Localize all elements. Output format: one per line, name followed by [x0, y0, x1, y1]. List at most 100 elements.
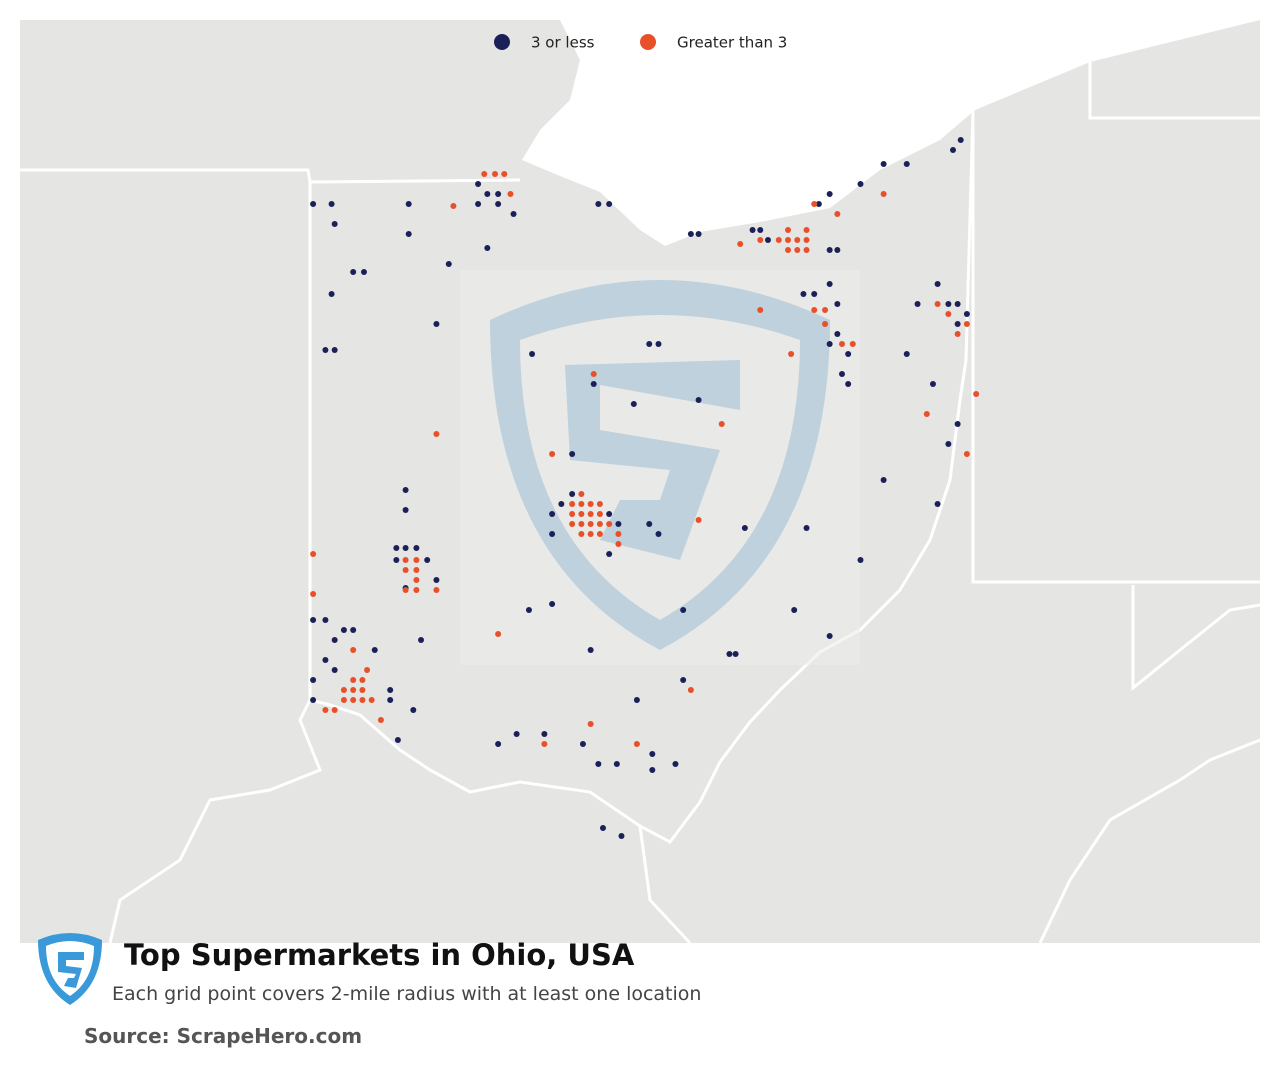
- grid-point: [803, 227, 810, 233]
- grid-point: [857, 557, 864, 563]
- grid-point: [826, 247, 833, 253]
- grid-point: [360, 269, 367, 275]
- grid-point: [945, 301, 952, 307]
- grid-point: [331, 347, 338, 353]
- grid-point: [495, 191, 502, 197]
- state-borders: [20, 62, 1261, 945]
- grid-point: [849, 341, 856, 347]
- grid-point: [803, 525, 810, 531]
- grid-point: [737, 241, 744, 247]
- grid-point: [310, 551, 317, 557]
- grid-point: [803, 237, 810, 243]
- grid-point: [834, 211, 841, 217]
- grid-point: [328, 201, 335, 207]
- grid-point: [811, 291, 818, 297]
- grid-point: [764, 237, 771, 243]
- grid-point: [857, 181, 864, 187]
- grid-point: [481, 171, 488, 177]
- legend: 3 or less Greater than 3: [494, 34, 787, 52]
- grid-point: [418, 637, 425, 643]
- grid-point: [718, 421, 725, 427]
- grid-point: [954, 421, 961, 427]
- grid-point: [393, 545, 400, 551]
- grid-point: [587, 647, 594, 653]
- grid-point: [615, 531, 622, 537]
- grid-point: [903, 161, 910, 167]
- grid-point: [475, 201, 482, 207]
- grid-point: [775, 237, 782, 243]
- grid-point: [371, 647, 378, 653]
- grid-point: [963, 451, 970, 457]
- grid-point: [310, 677, 317, 683]
- grid-point: [613, 761, 620, 767]
- grid-point: [340, 627, 347, 633]
- grid-point: [424, 557, 431, 563]
- grid-point: [811, 307, 818, 313]
- grid-point: [322, 617, 329, 623]
- grid-point: [495, 741, 502, 747]
- grid-point: [695, 231, 702, 237]
- grid-point: [331, 707, 338, 713]
- grid-point: [310, 591, 317, 597]
- grid-point: [405, 201, 412, 207]
- grid-point: [310, 617, 317, 623]
- title: Top Supermarkets in Ohio, USA: [124, 938, 635, 972]
- grid-point: [822, 321, 829, 327]
- grid-point: [595, 201, 602, 207]
- grid-point: [507, 191, 514, 197]
- grid-point: [529, 351, 536, 357]
- grid-point: [587, 511, 594, 517]
- grid-point: [587, 531, 594, 537]
- grid-point: [541, 731, 548, 737]
- grid-point: [794, 247, 801, 253]
- grid-point: [963, 321, 970, 327]
- grid-point: [954, 321, 961, 327]
- grid-point: [331, 221, 338, 227]
- grid-point: [405, 231, 412, 237]
- grid-point: [359, 677, 366, 683]
- grid-point: [350, 647, 357, 653]
- grid-point: [615, 521, 622, 527]
- grid-point: [757, 307, 764, 313]
- grid-point: [630, 401, 637, 407]
- grid-point: [957, 137, 964, 143]
- subtitle: Each grid point covers 2-mile radius wit…: [112, 983, 702, 1005]
- grid-point: [558, 501, 565, 507]
- grid-point: [492, 171, 499, 177]
- grid-point: [695, 397, 702, 403]
- points: [310, 137, 980, 839]
- grid-point: [596, 511, 603, 517]
- grid-point: [880, 477, 887, 483]
- grid-point: [587, 521, 594, 527]
- grid-point: [394, 737, 401, 743]
- grid-point: [606, 201, 613, 207]
- grid-point: [606, 551, 613, 557]
- grid-point: [579, 741, 586, 747]
- grid-point: [450, 203, 457, 209]
- grid-point: [826, 633, 833, 639]
- grid-point: [331, 637, 338, 643]
- grid-point: [402, 587, 409, 593]
- watermark: [460, 270, 860, 665]
- grid-point: [646, 521, 653, 527]
- grid-point: [785, 227, 792, 233]
- grid-point: [350, 697, 357, 703]
- grid-point: [822, 307, 829, 313]
- grid-point: [495, 201, 502, 207]
- grid-point: [541, 741, 548, 747]
- grid-point: [811, 201, 818, 207]
- grid-point: [950, 147, 957, 153]
- grid-point: [587, 501, 594, 507]
- grid-point: [880, 161, 887, 167]
- grid-point: [387, 697, 394, 703]
- grid-point: [649, 767, 656, 773]
- grid-point: [350, 677, 357, 683]
- grid-point: [826, 341, 833, 347]
- grid-point: [618, 833, 625, 839]
- grid-point: [791, 607, 798, 613]
- grid-point: [695, 517, 702, 523]
- grid-point: [413, 587, 420, 593]
- grid-point: [945, 311, 952, 317]
- grid-point: [590, 381, 597, 387]
